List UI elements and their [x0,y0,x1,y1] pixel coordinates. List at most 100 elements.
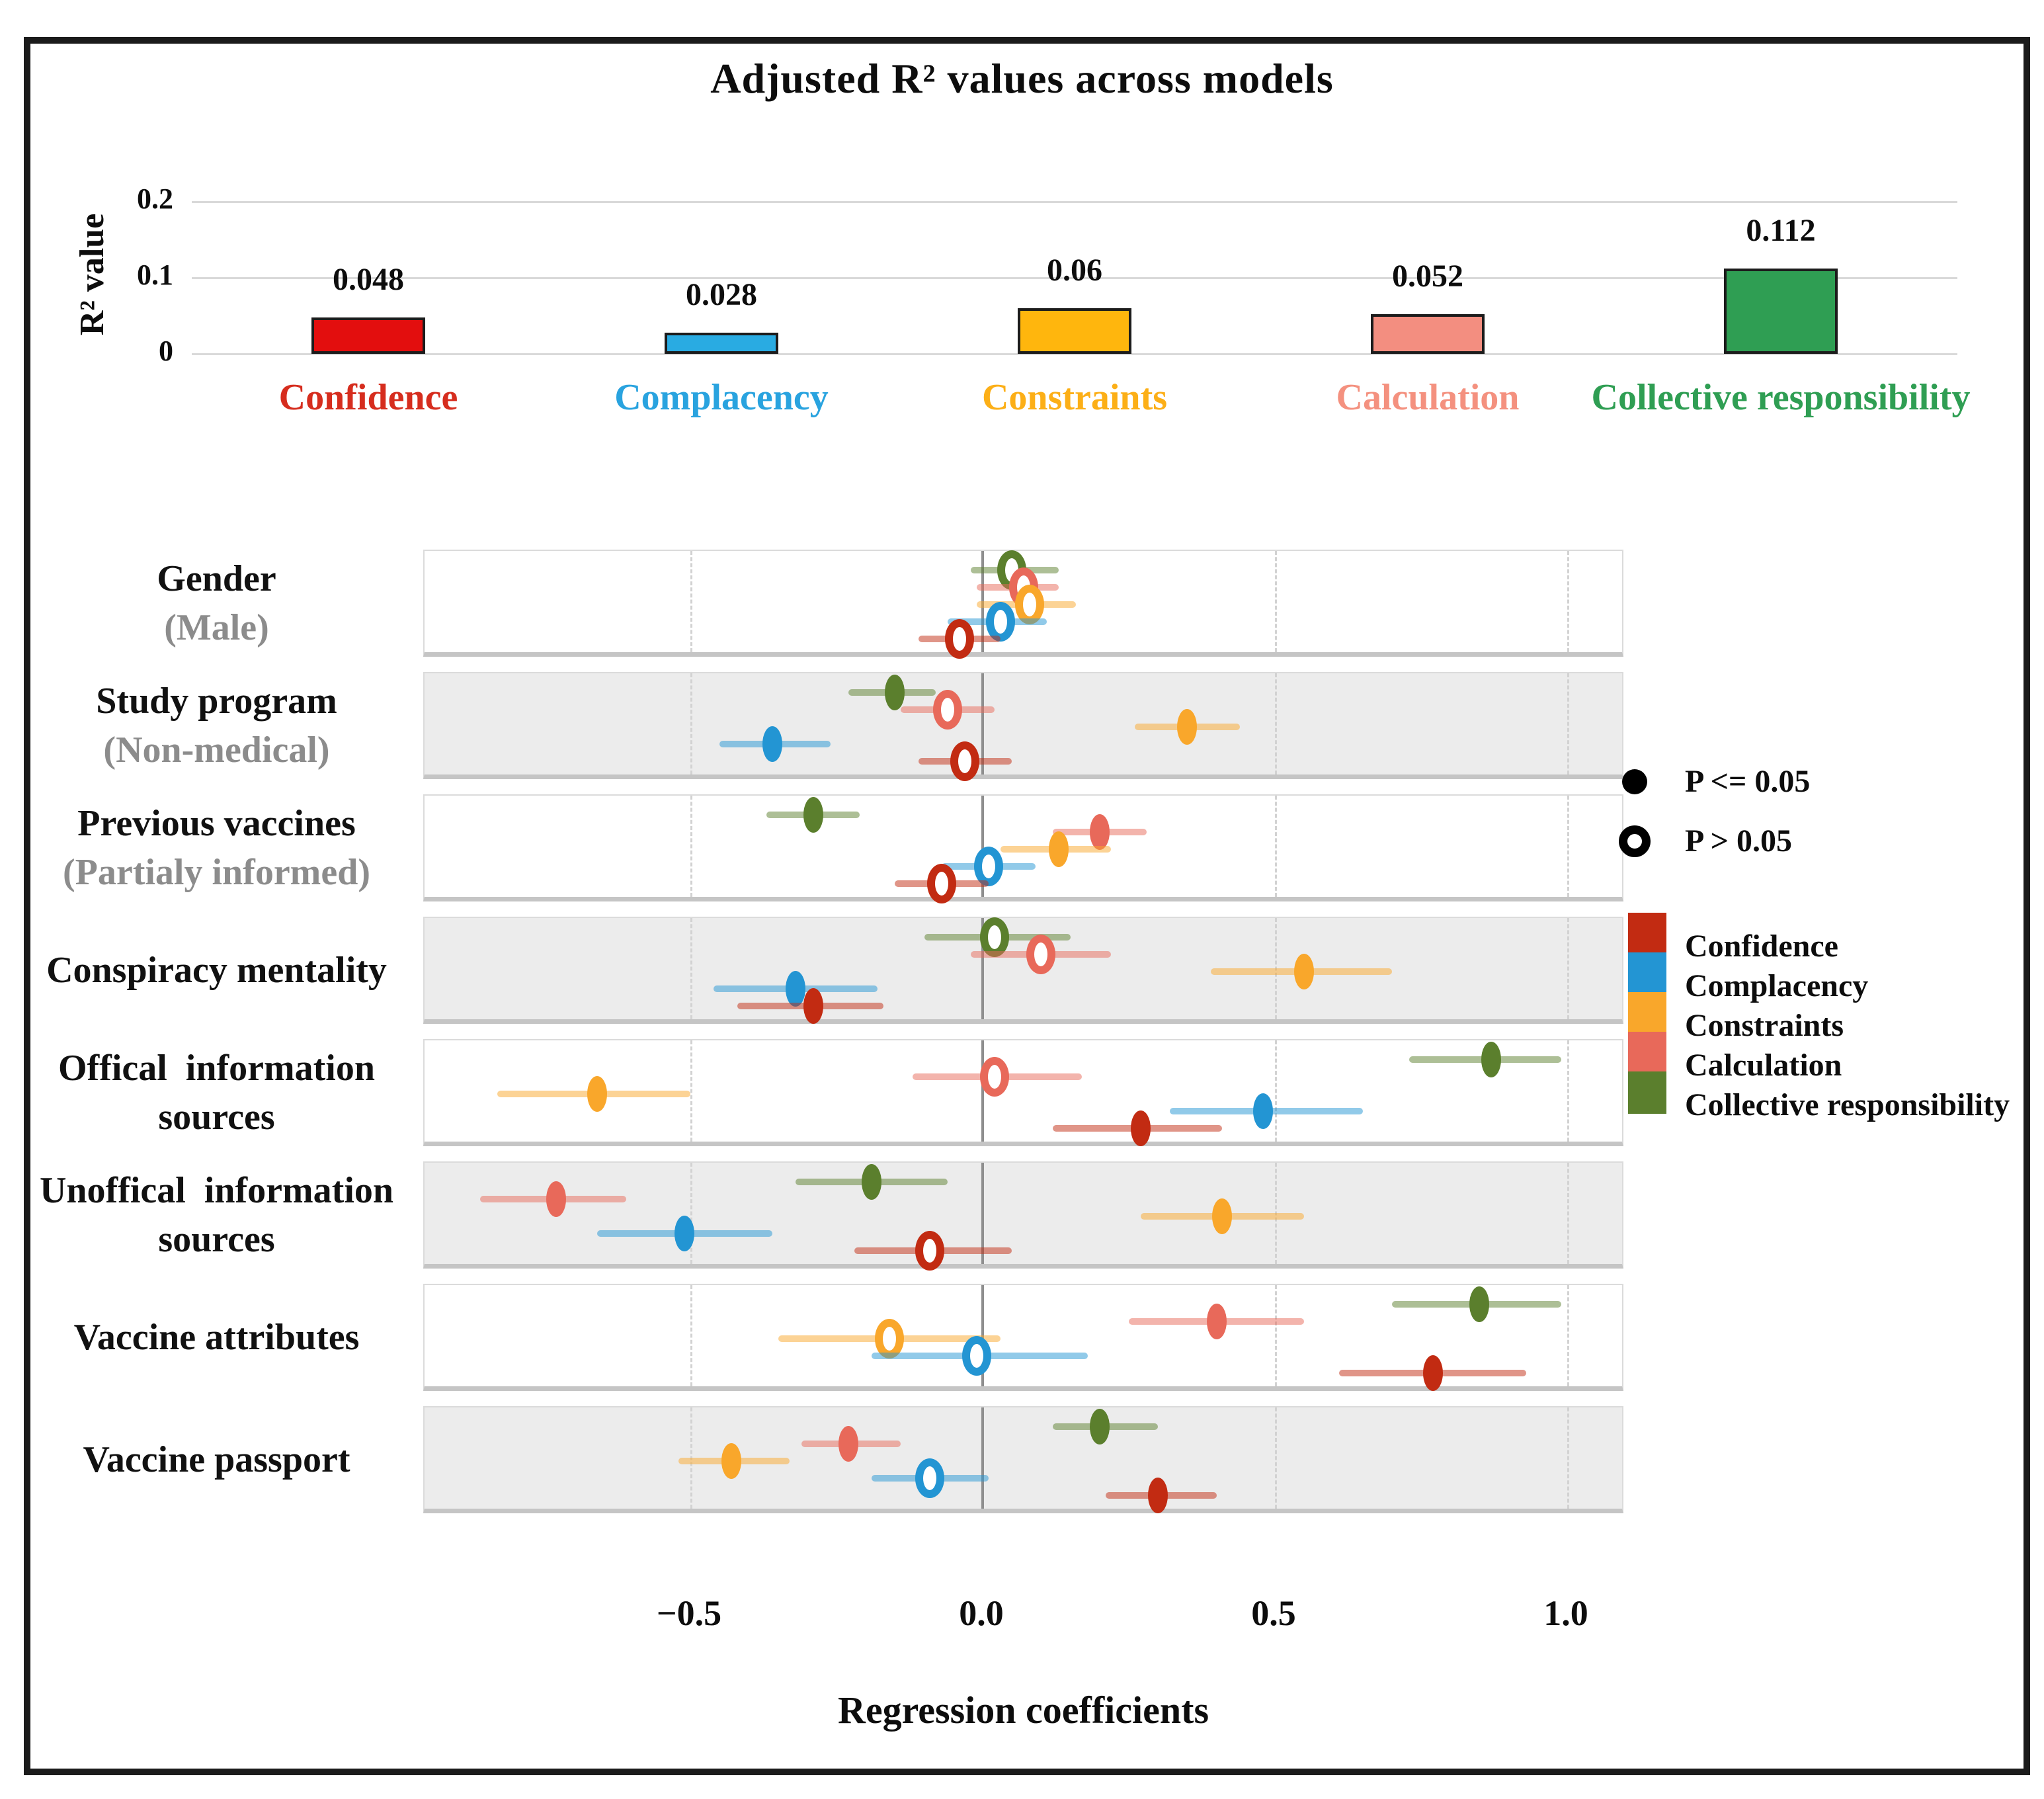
row-label: Study program (Non-medical) [26,672,407,779]
forest-marker-filled [1469,1286,1490,1322]
y-gridline [192,201,1957,203]
forest-marker-hollow [932,690,962,730]
gridline-dashed [1567,918,1569,1019]
forest-marker-filled [1048,831,1069,867]
y-axis-title: R² value [73,213,111,336]
gridline-dashed [1275,1285,1277,1386]
forest-marker-filled [1177,709,1198,745]
forest-marker-filled [885,675,905,710]
forest-marker-filled [1253,1093,1274,1129]
forest-marker-hollow [927,864,957,903]
forest-marker-filled [587,1076,607,1112]
x-tick-label: 1.0 [1543,1593,1588,1633]
forest-marker-filled [1206,1304,1227,1339]
forest-marker-hollow [973,847,1003,886]
bar-1 [665,333,778,354]
gridline-dashed [690,796,692,897]
forest-row-band [423,672,1623,781]
legend-swatch-3 [1628,1032,1666,1071]
row-label: Gender (Male) [26,550,407,657]
x-axis-title: Regression coefficients [837,1689,1209,1732]
gridline-dashed [1567,1163,1569,1264]
gridline-dashed [1567,551,1569,652]
forest-marker-filled [1481,1042,1502,1077]
zero-line [981,918,984,1019]
row-label-line: Unoffical information [39,1170,394,1211]
legend-significant-label: P <= 0.05 [1685,764,1811,799]
row-label-line: sources [158,1097,275,1138]
gridline-dashed [1275,1040,1277,1142]
bar-category-label: Collective responsibility [1591,377,1971,418]
forest-row-band [423,917,1623,1024]
gridline-dashed [1275,796,1277,897]
forest-marker-filled [675,1216,695,1251]
legend-swatch-0 [1628,913,1666,952]
forest-marker-hollow [1026,935,1056,974]
gridline-dashed [690,1285,692,1386]
zero-line [981,796,984,897]
row-label-line: Previous vaccines [77,803,356,844]
forest-marker-filled [1089,1409,1110,1444]
forest-row-band [423,1161,1623,1271]
forest-marker-filled [546,1181,566,1217]
forest-marker-hollow [944,619,974,659]
y-tick-label: 0.1 [137,259,173,291]
forest-marker-filled [786,971,806,1007]
forest-marker-filled [803,797,823,833]
row-label: Vaccine passport [26,1406,407,1513]
row-label-line: Vaccine attributes [73,1317,360,1358]
y-gridline [192,277,1957,279]
row-label-line: Conspiracy mentality [46,950,387,991]
row-label-line: Study program [96,681,337,722]
gridline-dashed [1567,673,1569,774]
legend-not-significant-label: P > 0.05 [1685,823,1793,858]
legend-series-label: Calculation [1685,1048,1842,1083]
forest-marker-filled [762,726,782,762]
forest-marker-filled [1130,1110,1151,1146]
bar-value-label: 0.048 [333,262,404,297]
chart-title: Adjusted R² values across models [710,55,1334,102]
bar-category-label: Complacency [614,377,829,418]
forest-row-band [423,550,1623,659]
gridline-dashed [690,551,692,652]
bar-value-label: 0.112 [1746,213,1816,248]
forest-row-band [423,794,1623,903]
gridline-dashed [1567,1040,1569,1142]
gridline-dashed [690,1163,692,1264]
y-tick-label: 0 [159,335,173,367]
y-gridline [192,353,1957,355]
legend-series-label: Constraints [1685,1008,1844,1043]
row-label-line: Vaccine passport [83,1439,350,1480]
gridline-dashed [1567,1407,1569,1509]
legend-hollow-circle [1619,825,1651,857]
forest-marker-filled [1422,1355,1443,1391]
bar-category-label: Constraints [981,377,1168,418]
bar-value-label: 0.028 [686,277,757,312]
gridline-dashed [1275,673,1277,774]
gridline-dashed [690,673,692,774]
legend-swatch-1 [1628,952,1666,992]
gridline-dashed [1567,1285,1569,1386]
gridline-dashed [1567,796,1569,897]
row-label: Vaccine attributes [26,1284,407,1391]
row-label: Conspiracy mentality [26,917,407,1024]
forest-marker-hollow [915,1458,945,1498]
gridline-dashed [1275,551,1277,652]
zero-line [981,1040,984,1142]
row-label: Offical information sources [26,1039,407,1146]
forest-marker-filled [1148,1478,1168,1513]
zero-line [981,1163,984,1264]
x-tick-label: 0.0 [959,1593,1004,1633]
row-label-line: Offical information [58,1048,376,1089]
forest-marker-filled [1212,1198,1233,1234]
bar-3 [1371,314,1485,354]
forest-row-band [423,1284,1623,1391]
bar-value-label: 0.06 [1047,253,1102,288]
row-label: Previous vaccines (Partialy informed) [26,794,407,901]
bar-2 [1018,308,1131,354]
y-tick-label: 0.2 [137,183,173,215]
bar-0 [311,317,425,354]
x-tick-label: −0.5 [656,1593,722,1633]
row-label-line: Gender [157,558,276,599]
